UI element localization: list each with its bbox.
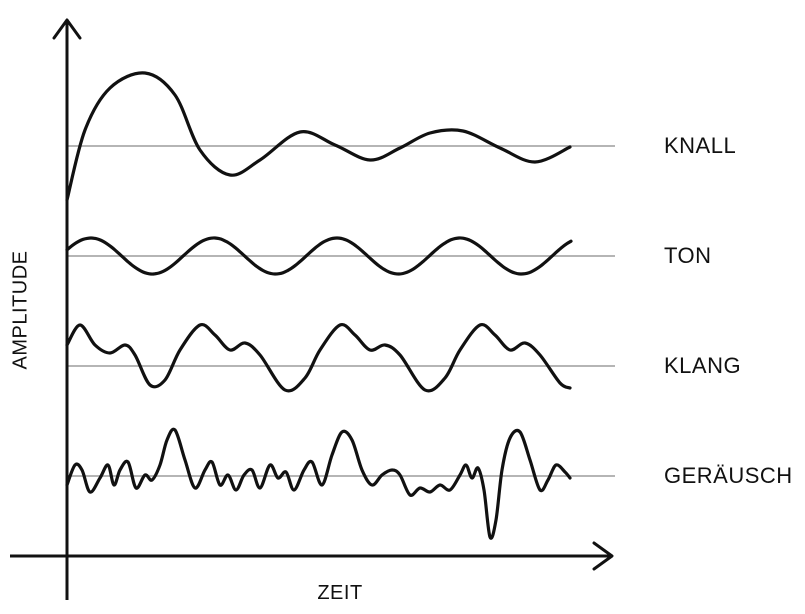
wave-label-knall: KNALL: [664, 133, 737, 158]
wave-label-ton: TON: [664, 243, 712, 268]
y-axis-label: AMPLITUDE: [6, 240, 36, 380]
x-axis-label: ZEIT: [317, 582, 363, 604]
y-axis-label-text: AMPLITUDE: [9, 250, 32, 370]
y-axis-arrow-icon: [52, 18, 82, 40]
wave-label-geraeusch: GERÄUSCH: [664, 463, 793, 488]
wave-label-klang: KLANG: [664, 353, 742, 378]
wave-klang: [65, 322, 572, 393]
wave-knall: [65, 71, 572, 202]
x-axis-arrow-icon: [592, 541, 614, 571]
wave-ton: [65, 236, 573, 276]
wave-geraeusch: [65, 427, 572, 540]
